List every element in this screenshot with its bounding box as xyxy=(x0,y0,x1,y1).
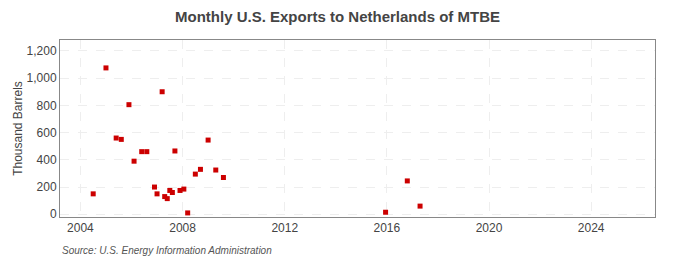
svg-text:2004: 2004 xyxy=(67,221,94,235)
svg-text:600: 600 xyxy=(37,126,57,140)
svg-text:2024: 2024 xyxy=(578,221,605,235)
svg-text:2008: 2008 xyxy=(169,221,196,235)
svg-text:1,000: 1,000 xyxy=(27,71,57,85)
svg-text:Monthly U.S. Exports to Nether: Monthly U.S. Exports to Netherlands of M… xyxy=(175,8,500,25)
svg-text:2020: 2020 xyxy=(476,221,503,235)
svg-text:Source: U.S. Energy Informatio: Source: U.S. Energy Information Administ… xyxy=(62,245,272,256)
svg-text:200: 200 xyxy=(37,180,57,194)
svg-text:800: 800 xyxy=(37,99,57,113)
svg-text:400: 400 xyxy=(37,153,57,167)
svg-text:Thousand Barrels: Thousand Barrels xyxy=(11,81,25,176)
svg-text:1,200: 1,200 xyxy=(27,44,57,58)
svg-text:2016: 2016 xyxy=(374,221,401,235)
svg-text:0: 0 xyxy=(50,207,57,221)
svg-text:2012: 2012 xyxy=(271,221,298,235)
